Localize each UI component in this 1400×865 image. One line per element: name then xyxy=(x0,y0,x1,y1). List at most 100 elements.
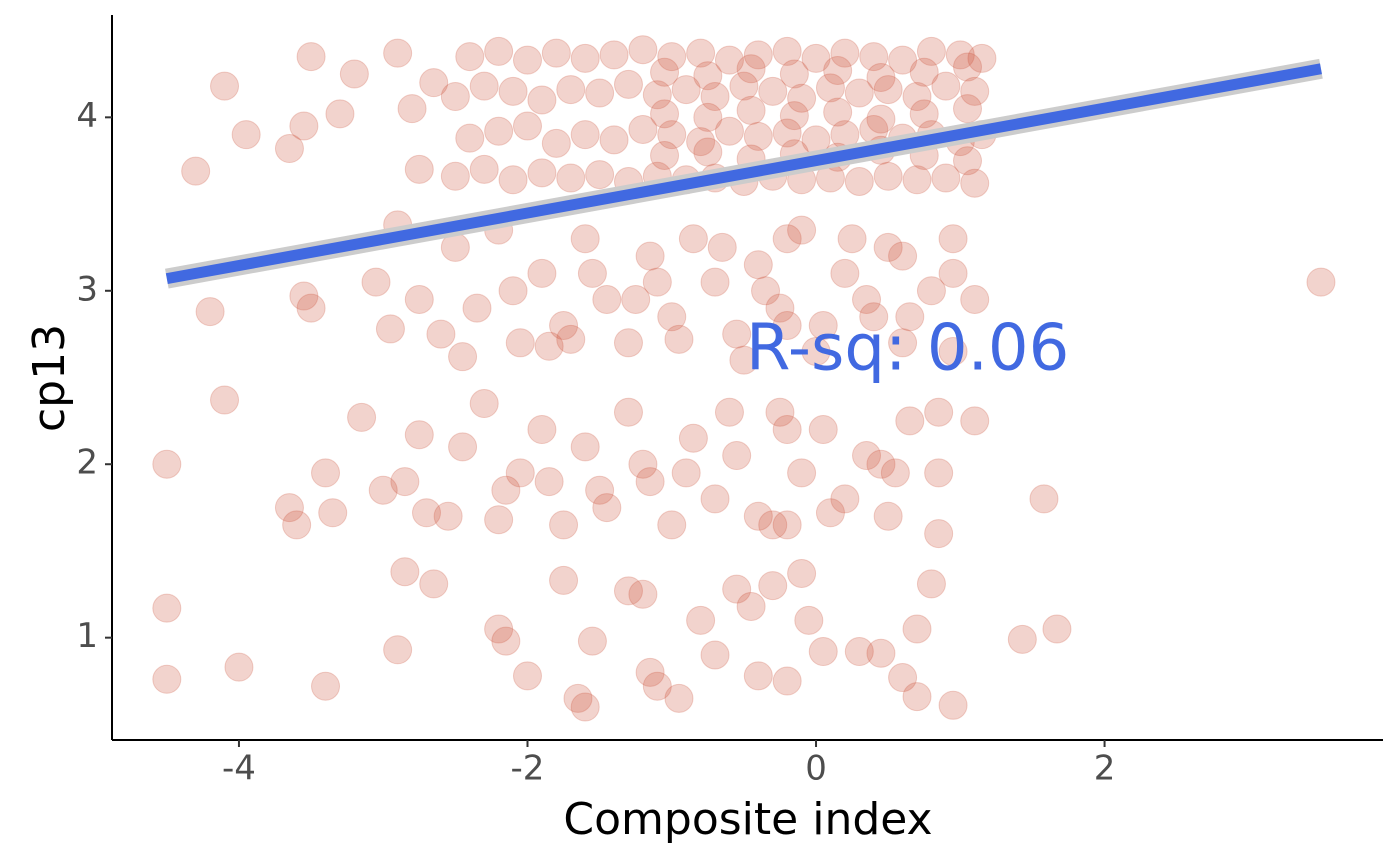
point xyxy=(916,276,946,306)
point xyxy=(772,415,802,445)
point xyxy=(549,310,579,340)
point xyxy=(657,42,687,72)
point xyxy=(296,293,326,323)
point xyxy=(534,467,564,497)
point xyxy=(512,111,542,141)
point xyxy=(729,345,759,375)
point xyxy=(859,302,889,332)
point xyxy=(772,666,802,696)
point xyxy=(491,626,521,656)
point xyxy=(455,123,485,153)
point xyxy=(289,281,319,311)
point xyxy=(650,57,680,87)
point xyxy=(743,250,773,280)
point xyxy=(938,690,968,720)
point xyxy=(339,59,369,89)
point xyxy=(758,571,788,601)
point xyxy=(484,614,514,644)
point xyxy=(642,671,672,701)
point xyxy=(873,232,903,262)
point xyxy=(563,683,593,713)
point xyxy=(462,293,492,323)
point xyxy=(693,102,723,132)
point xyxy=(751,276,781,306)
y-tick-label: 3 xyxy=(76,269,98,309)
point xyxy=(743,121,773,151)
point xyxy=(772,118,802,148)
point xyxy=(931,71,961,101)
x-tick-label: -4 xyxy=(222,749,256,789)
point xyxy=(916,569,946,599)
point xyxy=(282,510,312,540)
point xyxy=(758,510,788,540)
point xyxy=(642,80,672,110)
point xyxy=(585,475,615,505)
point xyxy=(931,163,961,193)
point xyxy=(902,682,932,712)
point xyxy=(498,76,528,106)
point xyxy=(743,40,773,70)
point xyxy=(960,76,990,106)
point xyxy=(844,167,874,197)
point xyxy=(448,342,478,372)
point xyxy=(765,397,795,427)
point xyxy=(823,56,853,86)
point xyxy=(729,71,759,101)
point xyxy=(736,591,766,621)
point xyxy=(1029,484,1059,514)
point xyxy=(512,45,542,75)
point xyxy=(599,40,629,70)
point xyxy=(888,45,918,75)
point xyxy=(743,501,773,531)
point xyxy=(592,493,622,523)
point xyxy=(635,657,665,687)
point xyxy=(440,161,470,191)
point xyxy=(671,458,701,488)
point xyxy=(498,165,528,195)
point xyxy=(599,125,629,155)
point xyxy=(779,101,809,131)
point xyxy=(404,154,434,184)
point xyxy=(953,146,983,176)
point xyxy=(469,71,499,101)
point xyxy=(534,331,564,361)
point xyxy=(678,423,708,453)
point xyxy=(736,95,766,125)
point xyxy=(390,467,420,497)
point xyxy=(505,328,535,358)
point xyxy=(397,94,427,124)
point xyxy=(1007,624,1037,654)
point xyxy=(419,68,449,98)
point xyxy=(873,501,903,531)
point xyxy=(902,165,932,195)
point xyxy=(325,99,355,129)
point xyxy=(815,498,845,528)
point xyxy=(938,224,968,254)
point xyxy=(852,441,882,471)
point xyxy=(621,284,651,314)
point xyxy=(830,258,860,288)
point xyxy=(657,302,687,332)
point xyxy=(556,163,586,193)
point xyxy=(888,328,918,358)
point xyxy=(440,82,470,112)
point xyxy=(664,683,694,713)
point xyxy=(714,397,744,427)
point xyxy=(866,62,896,92)
fit-line xyxy=(165,63,1322,285)
point xyxy=(787,215,817,245)
point xyxy=(779,59,809,89)
point xyxy=(657,120,687,150)
point xyxy=(693,61,723,91)
point xyxy=(902,614,932,644)
point xyxy=(823,97,853,127)
point xyxy=(650,140,680,170)
point xyxy=(953,94,983,124)
point xyxy=(404,420,434,450)
point xyxy=(613,576,643,606)
point xyxy=(347,402,377,432)
point xyxy=(895,406,925,436)
x-axis-title: Composite index xyxy=(563,794,932,845)
point xyxy=(743,661,773,691)
